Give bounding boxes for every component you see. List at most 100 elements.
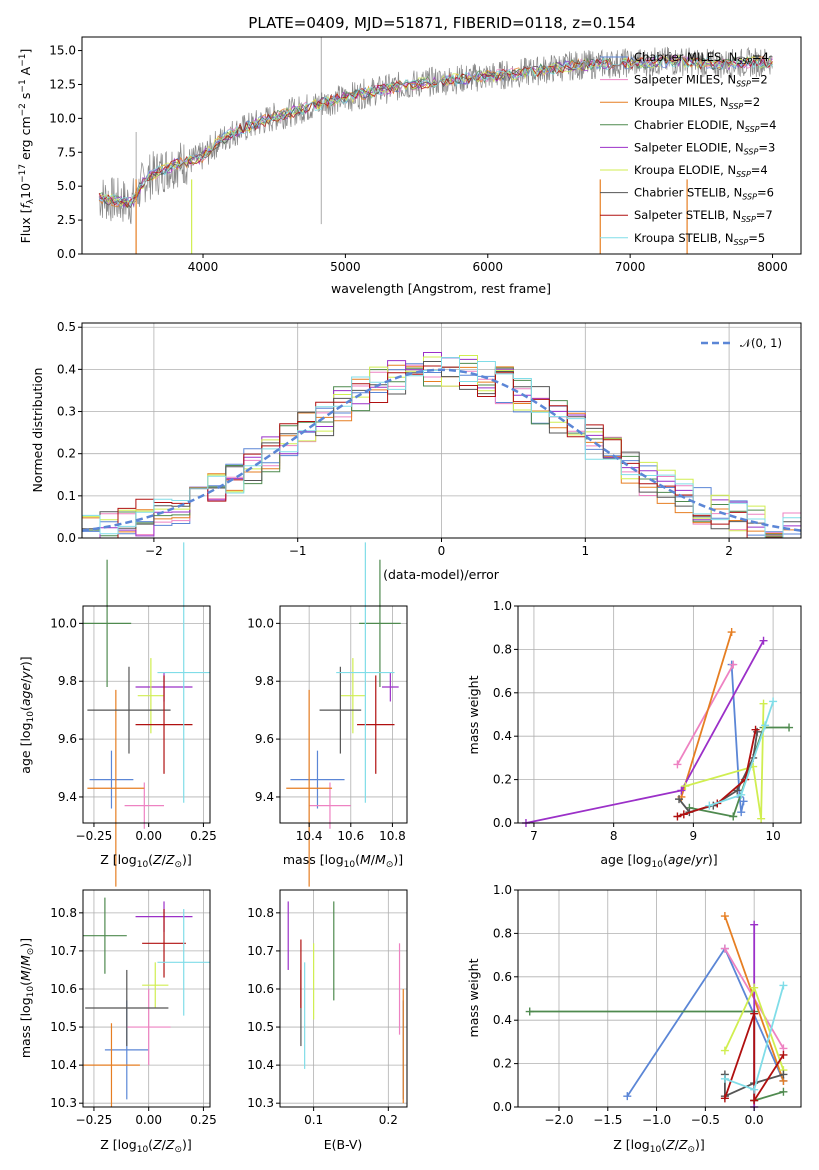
mass-z-ytick-label: 10.7 <box>50 944 77 958</box>
mass-z-ylabel: mass [log10(M/M⊙)] <box>18 938 36 1058</box>
residuals-ytick-label: 0.5 <box>57 320 76 334</box>
mass-z-ticks: −0.25 0.00 0.25 10.3 10.4 10.5 10.6 10.7 10.8 <box>50 906 217 1127</box>
massweight-z-ytick-label: 1.0 <box>493 883 512 897</box>
series-marker-kroupa-stelib <box>779 981 788 990</box>
massweight-age-xtick-label: 7 <box>530 829 538 843</box>
age-mass-ytick-label: 10.0 <box>247 616 274 630</box>
age-mass-ytick-label: 9.6 <box>255 732 274 746</box>
residuals-xtick-label: 2 <box>725 544 733 558</box>
figure-title: PLATE=0409, MJD=51871, FIBERID=0118, z=0… <box>248 14 635 32</box>
spectrum-marks <box>98 37 773 254</box>
series-marker-salpeter-elodie <box>677 786 686 795</box>
legend-label-chabrier-stelib: Chabrier STELIB, NSSP=6 <box>634 186 774 202</box>
age-z-marks <box>83 542 210 887</box>
spectrum-xtick-label: 8000 <box>757 260 788 274</box>
mass-z-xtick-label: 0.25 <box>190 1113 217 1127</box>
series-marker-kroupa-miles <box>727 628 736 637</box>
legend-label-salpeter-elodie: Salpeter ELODIE, NSSP=3 <box>634 140 775 156</box>
residuals-ytick-label: 0.0 <box>57 531 76 545</box>
series-marker-salpeter-miles <box>729 660 738 669</box>
series-marker-kroupa-elodie <box>759 699 768 708</box>
series-marker-kroupa-stelib <box>761 721 770 730</box>
spectrum-ytick-label: 2.5 <box>57 213 76 227</box>
residual-legend-label: 𝒩(0, 1) <box>740 336 782 350</box>
legend-label-salpeter-miles: Salpeter MILES, NSSP=2 <box>634 73 768 89</box>
massweight-age-ylabel: mass weight <box>466 675 481 754</box>
series-marker-kroupa-stelib <box>769 697 778 706</box>
spectrum-ylabel: Flux [fλ10−17 erg cm−2 s−1 A−1] <box>18 49 36 244</box>
series-marker-kroupa-elodie <box>757 814 766 823</box>
age-z-ytick-label: 9.8 <box>58 674 77 688</box>
residual-marks <box>81 352 802 539</box>
model-spectrum-salpeter-stelib <box>98 55 773 208</box>
mass-ebv-ticks: 0.1 0.2 10.3 10.4 10.5 10.6 10.7 10.8 <box>247 906 398 1127</box>
massweight-age-xtick-label: 10 <box>765 829 780 843</box>
series-marker-salpeter-stelib <box>720 1094 729 1103</box>
age-mass-panel: 10.4 10.6 10.8 9.4 9.6 9.8 10.0 mass [log10(M/… <box>247 542 408 887</box>
legend-label-kroupa-miles: Kroupa MILES, NSSP=2 <box>634 95 760 111</box>
spectrum-ticks: 4000 5000 6000 7000 8000 0.0 2.5 5.0 7.5 10.0 12.5… <box>49 44 788 274</box>
spectrum-ytick-label: 12.5 <box>49 77 76 91</box>
mass-ebv-marks <box>287 901 404 1104</box>
spectrum-panel: 4000 5000 6000 7000 8000 0.0 2.5 5.0 7.5 10.0 12.5… <box>18 36 802 296</box>
massweight-age-ytick-label: 1.0 <box>493 599 512 613</box>
age-z-xtick-label: 0.25 <box>190 829 217 843</box>
series-marker-chabrier-stelib <box>675 795 684 804</box>
age-mass-ticks: 10.4 10.6 10.8 9.4 9.6 9.8 10.0 <box>247 616 406 843</box>
residual-xlabel: (data-model)/error <box>383 567 500 582</box>
legend-label-chabrier-elodie: Chabrier ELODIE, NSSP=4 <box>634 118 776 134</box>
residuals-ytick-label: 0.4 <box>57 362 76 376</box>
mass-ebv-ytick-label: 10.7 <box>247 944 274 958</box>
legend-label-chabrier-miles: Chabrier MILES, NSSP=4 <box>634 50 769 66</box>
series-marker-salpeter-elodie <box>759 636 768 645</box>
age-mass-ytick-label: 9.8 <box>255 674 274 688</box>
model-spectrum-kroupa-stelib <box>98 54 773 207</box>
mass-ebv-xlabel: E(B-V) <box>324 1137 363 1152</box>
series-marker-salpeter-miles <box>673 760 682 769</box>
mass-ebv-ytick-label: 10.8 <box>247 906 274 920</box>
age-mass-xtick-label: 10.8 <box>379 829 406 843</box>
massweight-age-grid <box>518 605 801 824</box>
massweight-z-ytick-label: 0.0 <box>493 1100 512 1114</box>
series-marker-salpeter-stelib <box>751 725 760 734</box>
spectrum-xtick-label: 4000 <box>188 260 219 274</box>
legend-label-salpeter-stelib: Salpeter STELIB, NSSP=7 <box>634 208 773 224</box>
series-marker-kroupa-stelib <box>720 1074 729 1083</box>
mass-ebv-ytick-label: 10.6 <box>247 982 274 996</box>
massweight-z-xtick-label: −2.0 <box>544 1113 573 1127</box>
mass-z-grid <box>83 890 210 1107</box>
spectrum-xlabel: wavelength [Angstrom, rest frame] <box>331 281 551 296</box>
series-marker-chabrier-stelib <box>779 1070 788 1079</box>
massweight-z-xtick-label: −1.0 <box>642 1113 671 1127</box>
massweight-z-ytick-label: 0.2 <box>493 1057 512 1071</box>
series-marker-chabrier-miles <box>739 797 748 806</box>
massweight-z-xtick-label: −0.5 <box>691 1113 720 1127</box>
series-line-chabrier-miles <box>730 664 745 813</box>
mass-z-ytick-label: 10.4 <box>50 1058 77 1072</box>
series-marker-chabrier-miles <box>623 1092 632 1101</box>
mass-ebv-ytick-label: 10.5 <box>247 1020 274 1034</box>
spectrum-xtick-label: 7000 <box>615 260 646 274</box>
series-marker-chabrier-miles <box>737 808 746 817</box>
age-mass-marks <box>286 542 401 887</box>
spectrum-ytick-label: 15.0 <box>49 44 76 58</box>
mass-ebv-frame <box>279 889 408 1108</box>
residuals-ytick-label: 0.3 <box>57 405 76 419</box>
residual-panel: −2 −1 0 1 2 0.0 0.1 0.2 0.3 0.4 0.5 (data-model)/e… <box>30 320 802 582</box>
mass-z-panel: −0.25 0.00 0.25 10.3 10.4 10.5 10.6 10.7 10.8 Z … <box>18 889 217 1155</box>
massweight-age-ytick-label: 0.8 <box>493 642 512 656</box>
series-line-chabrier-stelib <box>678 731 759 814</box>
age-z-ytick-label: 10.0 <box>50 616 77 630</box>
spectrum-ytick-label: 5.0 <box>57 179 76 193</box>
series-marker-chabrier-stelib <box>733 786 742 795</box>
mass-z-ytick-label: 10.3 <box>50 1096 77 1110</box>
spectrum-ytick-label: 7.5 <box>57 145 76 159</box>
age-z-xlabel: Z [log10(Z/Z⊙)] <box>100 852 192 870</box>
mass-ebv-ytick-label: 10.4 <box>247 1058 274 1072</box>
histogram-kroupa-stelib <box>81 357 802 539</box>
age-mass-grid <box>280 606 407 823</box>
massweight-z-ylabel: mass weight <box>466 958 481 1037</box>
massweight-z-ytick-label: 0.4 <box>493 1013 512 1027</box>
massweight-z-frame <box>517 889 802 1108</box>
age-z-grid <box>83 606 210 823</box>
